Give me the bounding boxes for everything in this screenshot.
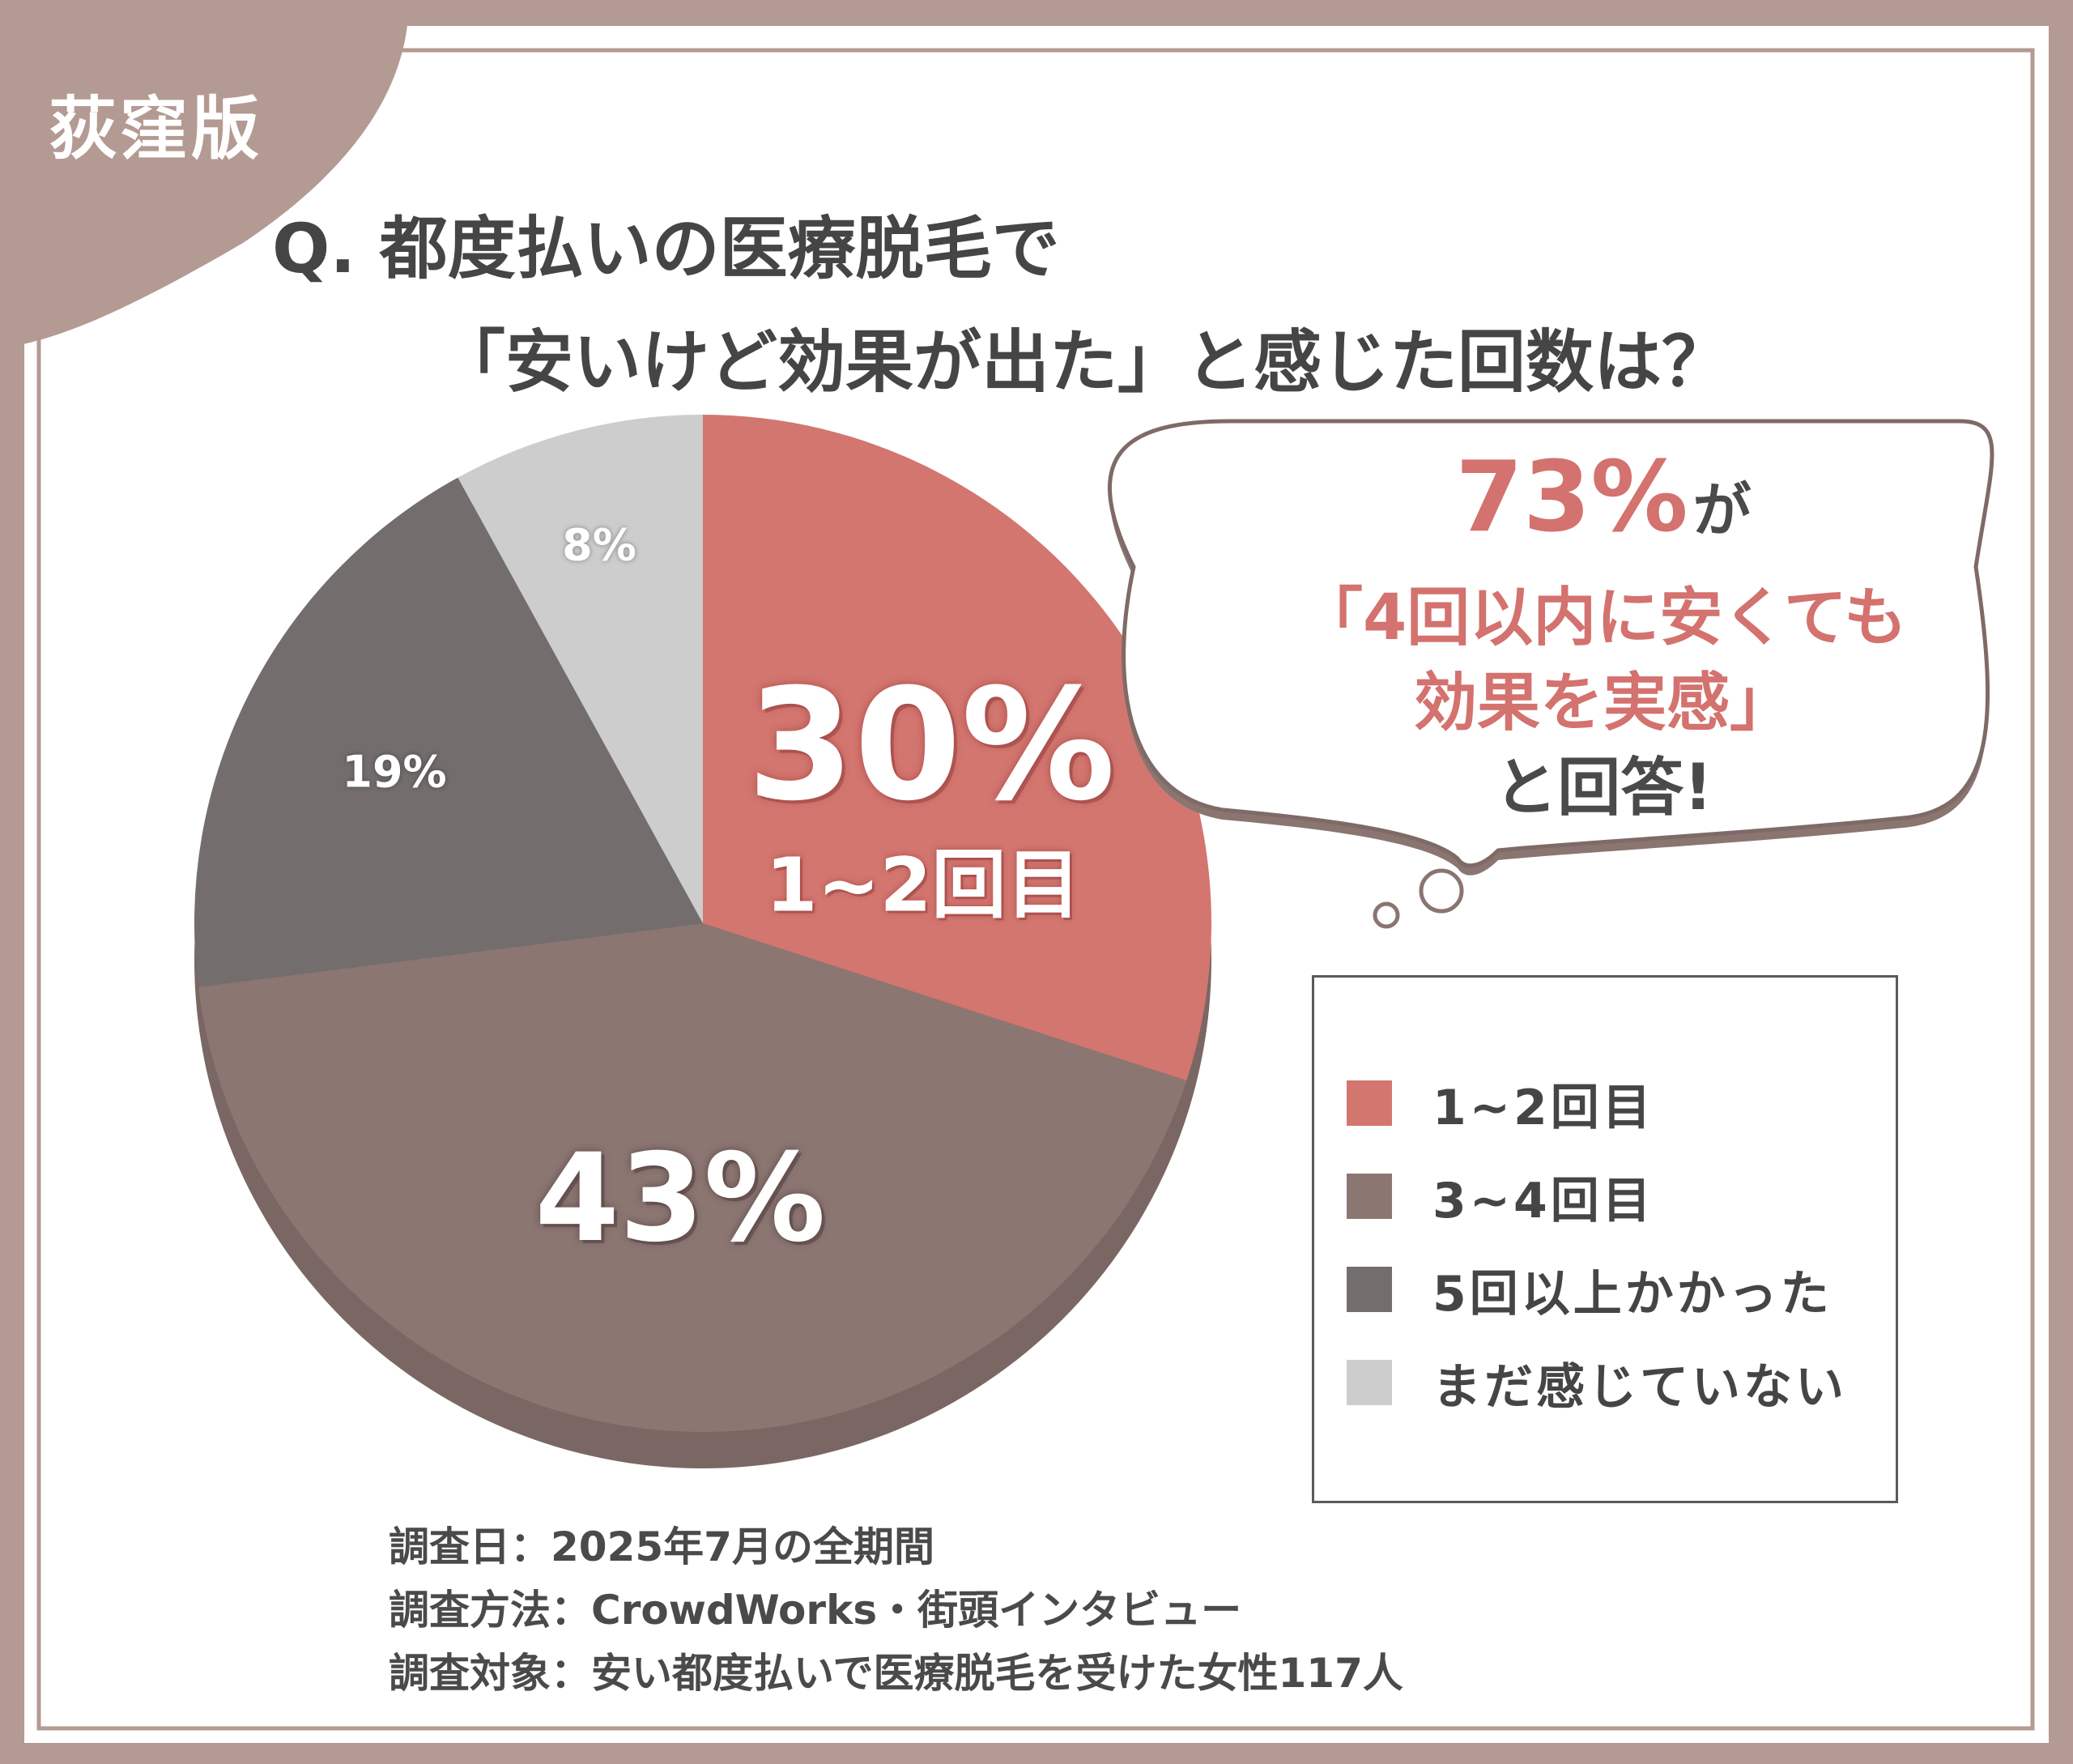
speech-bubble-body [1108, 419, 1994, 868]
title-line-1: Q. 都度払いの医療脱毛で [272, 209, 1060, 288]
survey-method: 調査方法：CrowdWorks・街頭インタビュー [389, 1587, 1242, 1634]
slice-sublabel-1-2: 1~2回目 [765, 842, 1081, 929]
legend-swatch-5plus [1347, 1267, 1392, 1312]
legend-swatch-not-yet [1347, 1360, 1392, 1405]
slice-label-not-yet: 8% [562, 519, 636, 571]
survey-target: 調査対象：安い都度払いで医療脱毛を受けた女性117人 [389, 1650, 1403, 1697]
legend-item: 1~2回目 [1347, 1079, 1654, 1136]
legend-label: 3~4回目 [1432, 1172, 1654, 1229]
slice-label-3-4: 43% [534, 1128, 826, 1269]
thought-dot-large [1419, 868, 1464, 914]
pie-slice-1 [703, 415, 1211, 1081]
bubble-value-suffix: が [1692, 476, 1752, 544]
title-line-2: 「安いけど効果が出た」と感じた回数は？ [437, 322, 1730, 402]
bubble-headline: 73%が [1455, 441, 1751, 554]
legend-swatch-3-4 [1347, 1174, 1392, 1219]
tag-shape [0, 0, 409, 348]
bubble-line-2: 「4回以内に安くても [1299, 582, 1908, 654]
pie-slice-2 [198, 923, 1187, 1433]
pie-slice-4 [458, 415, 703, 923]
legend-label: 1~2回目 [1432, 1079, 1654, 1136]
legend-swatch-1-2 [1347, 1080, 1392, 1126]
slice-label-5plus: 19% [342, 746, 447, 798]
legend-item: まだ感じていない [1347, 1358, 1847, 1416]
legend-label: 5回以上かかった [1432, 1265, 1832, 1323]
inner-border [36, 48, 2035, 1731]
speech-bubble [1108, 419, 1994, 929]
bubble-line-4: と回答! [1494, 752, 1713, 824]
pie-chart [194, 415, 1211, 1468]
slice-label-1-2: 30% [747, 655, 1116, 835]
legend: 1~2回目 3~4回目 5回以上かかった まだ感じていない [1312, 975, 1898, 1503]
bubble-line-3: 効果を実感」 [1413, 667, 1794, 739]
thought-dot-small [1373, 901, 1400, 929]
legend-label: まだ感じていない [1432, 1358, 1847, 1416]
area-tag: 荻窪版 [49, 89, 263, 168]
legend-item: 5回以上かかった [1347, 1265, 1832, 1323]
pie-slice-3 [194, 477, 703, 987]
legend-item: 3~4回目 [1347, 1172, 1654, 1229]
survey-date: 調査日：2025年7月の全期間 [389, 1523, 934, 1570]
bubble-value: 73% [1455, 441, 1688, 554]
